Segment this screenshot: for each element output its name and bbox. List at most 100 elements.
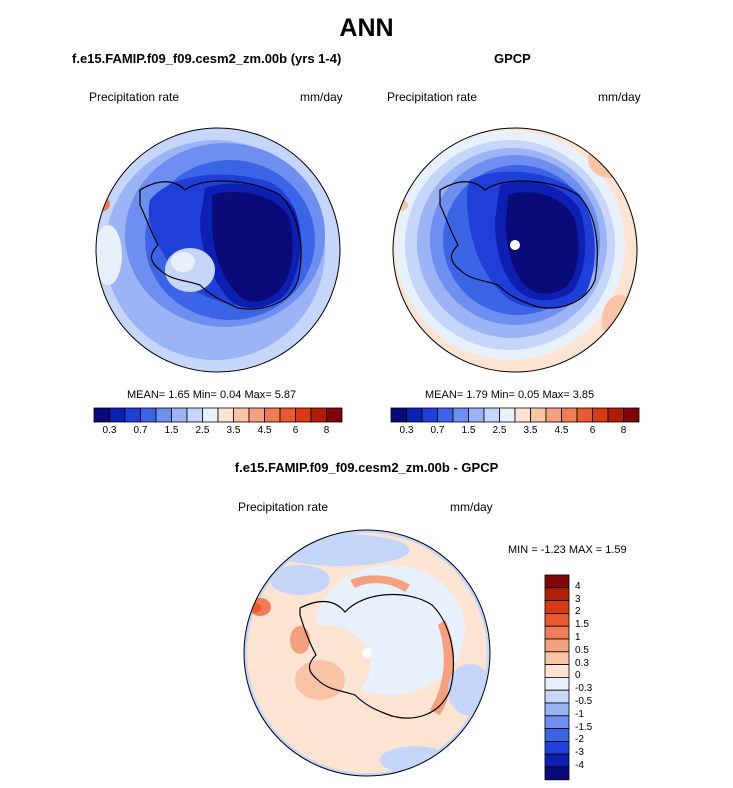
colorbar-3-swatch — [544, 600, 570, 614]
colorbar-3-tick-label: -2 — [575, 734, 584, 746]
colorbar-3-tick-label: -3 — [575, 747, 584, 759]
colorbar-1-tick-label: 6 — [292, 425, 299, 436]
panel2-min-value: 0.05 — [517, 389, 540, 401]
colorbar-3-swatch — [544, 587, 570, 601]
colorbar-3-swatch — [544, 574, 570, 589]
colorbar-3-swatch — [544, 664, 570, 678]
colorbar-2-swatch — [545, 407, 562, 423]
colorbar-2-swatch — [514, 407, 531, 423]
panel1-units: mm/day — [300, 90, 343, 104]
colorbar-1-swatch — [233, 407, 250, 423]
colorbar-3-tick-label: 3 — [575, 593, 581, 605]
map1-border — [95, 127, 341, 373]
panel2-units: mm/day — [598, 90, 641, 104]
panel3-min-label: MIN = — [508, 544, 538, 556]
figure-title: ANN — [339, 14, 394, 42]
panel3-max-value: 1.59 — [605, 544, 627, 556]
colorbar-3-swatch — [544, 625, 570, 640]
colorbar-1-tick-label: 4.5 — [257, 425, 272, 436]
colorbar-1-swatch — [202, 407, 219, 423]
colorbar-1-tick-label: 8 — [323, 425, 330, 436]
panel2-variable-label: Precipitation rate — [387, 90, 478, 104]
colorbar-3-swatch — [544, 753, 570, 768]
colorbar-2-swatch — [607, 407, 624, 423]
colorbar-3-swatch — [544, 741, 570, 755]
panel1-min-label: Min= — [192, 389, 217, 401]
panel3-max-label: MAX = — [568, 544, 603, 556]
colorbar-2-swatch — [483, 407, 500, 423]
colorbar-1-swatch — [124, 407, 141, 423]
colorbar-2-tick-label: 0.7 — [430, 425, 445, 436]
colorbar-2-swatch — [452, 407, 469, 423]
colorbar-3-tick-label: -1.5 — [575, 721, 593, 733]
colorbar-3-tick-label: 1 — [575, 632, 581, 643]
colorbar-2 — [390, 407, 640, 423]
colorbar-2-tick-label: 3.5 — [523, 425, 538, 436]
colorbar-1-swatch — [186, 407, 203, 423]
colorbar-3-tick-label: 0 — [575, 670, 581, 682]
colorbar-1-swatch — [295, 407, 312, 423]
colorbar-1-tick-label: 0.7 — [133, 425, 148, 436]
colorbar-1-swatch — [264, 407, 281, 423]
colorbar-2-swatch — [406, 407, 423, 423]
panel2-title: GPCP — [494, 51, 531, 66]
panel1-title: f.e15.FAMIP.f09_f09.cesm2_zm.00b (yrs 1-… — [72, 51, 342, 66]
map3-coastline — [299, 593, 455, 719]
colorbar-1-swatch — [155, 407, 172, 423]
panel3-units: mm/day — [450, 500, 493, 514]
panel2-max-label: Max= — [542, 389, 570, 401]
colorbar-2-tick-label: 1.5 — [461, 425, 476, 436]
colorbar-2-swatch — [592, 407, 609, 423]
colorbar-1-swatch — [217, 407, 234, 423]
colorbar-1-swatch — [93, 407, 110, 423]
panel1-stats: MEAN= 1.65 Min= 0.04 Max= 5.87 — [127, 389, 296, 401]
map2-field — [393, 128, 637, 372]
panel2-min-label: Min= — [490, 389, 515, 401]
panel3-stats: MIN = -1.23 MAX = 1.59 — [508, 544, 627, 556]
colorbar-2-tick-label: 4.5 — [554, 425, 569, 436]
map3-pole-marker — [362, 648, 372, 658]
panel1-mean-value: 1.65 — [168, 389, 190, 401]
map2-border — [392, 127, 638, 373]
map3-border — [243, 529, 491, 777]
colorbar-2-swatch — [623, 407, 640, 423]
colorbar-1-swatch — [140, 407, 157, 423]
colorbar-1-swatch — [310, 407, 327, 423]
colorbar-1-swatch — [171, 407, 188, 423]
colorbar-3-tick-label: -1 — [575, 708, 584, 720]
panel2-mean-value: 1.79 — [466, 389, 488, 401]
colorbar-2-swatch — [530, 407, 547, 423]
colorbar-1-tick-label: 0.3 — [102, 425, 117, 436]
colorbar-1-tick-label: 1.5 — [164, 425, 179, 436]
colorbar-1-swatch — [109, 407, 126, 423]
panel1-max-value: 5.87 — [274, 389, 297, 401]
colorbar-3-tick-label: 2 — [575, 606, 581, 618]
panel1-max-label: Max= — [244, 389, 272, 401]
panel1-mean-label: MEAN= — [127, 389, 166, 401]
panel3-min-value: -1.23 — [540, 544, 566, 556]
colorbar-3-swatch — [544, 766, 570, 781]
panel1-min-value: 0.04 — [219, 389, 242, 401]
colorbar-1-tick-label: 2.5 — [195, 425, 210, 436]
map2-pole-marker — [510, 240, 520, 250]
colorbar-3-swatch — [544, 715, 570, 729]
colorbar-3-swatch — [544, 651, 570, 665]
colorbar-2-swatch — [468, 407, 485, 423]
colorbar-3-tick-label: 0.5 — [575, 644, 589, 656]
colorbar-2-swatch — [421, 407, 438, 423]
panel2-max-value: 3.85 — [572, 389, 595, 401]
colorbar-3-tick-label: 0.3 — [575, 657, 589, 669]
map1-field — [96, 128, 340, 372]
colorbar-1-swatch — [279, 407, 296, 423]
panel3-title: f.e15.FAMIP.f09_f09.cesm2_zm.00b - GPCP — [234, 460, 499, 475]
map2-coastline — [439, 180, 598, 309]
colorbar-3-swatch — [544, 638, 570, 653]
colorbar-3-swatch — [544, 702, 570, 717]
panel2-mean-label: MEAN= — [425, 389, 464, 401]
colorbar-3 — [544, 574, 570, 781]
colorbar-2-tick-label: 0.3 — [399, 425, 414, 436]
colorbar-3-swatch — [544, 677, 570, 691]
colorbar-3-tick-label: 1.5 — [575, 619, 589, 631]
map1-coastline — [139, 180, 302, 310]
